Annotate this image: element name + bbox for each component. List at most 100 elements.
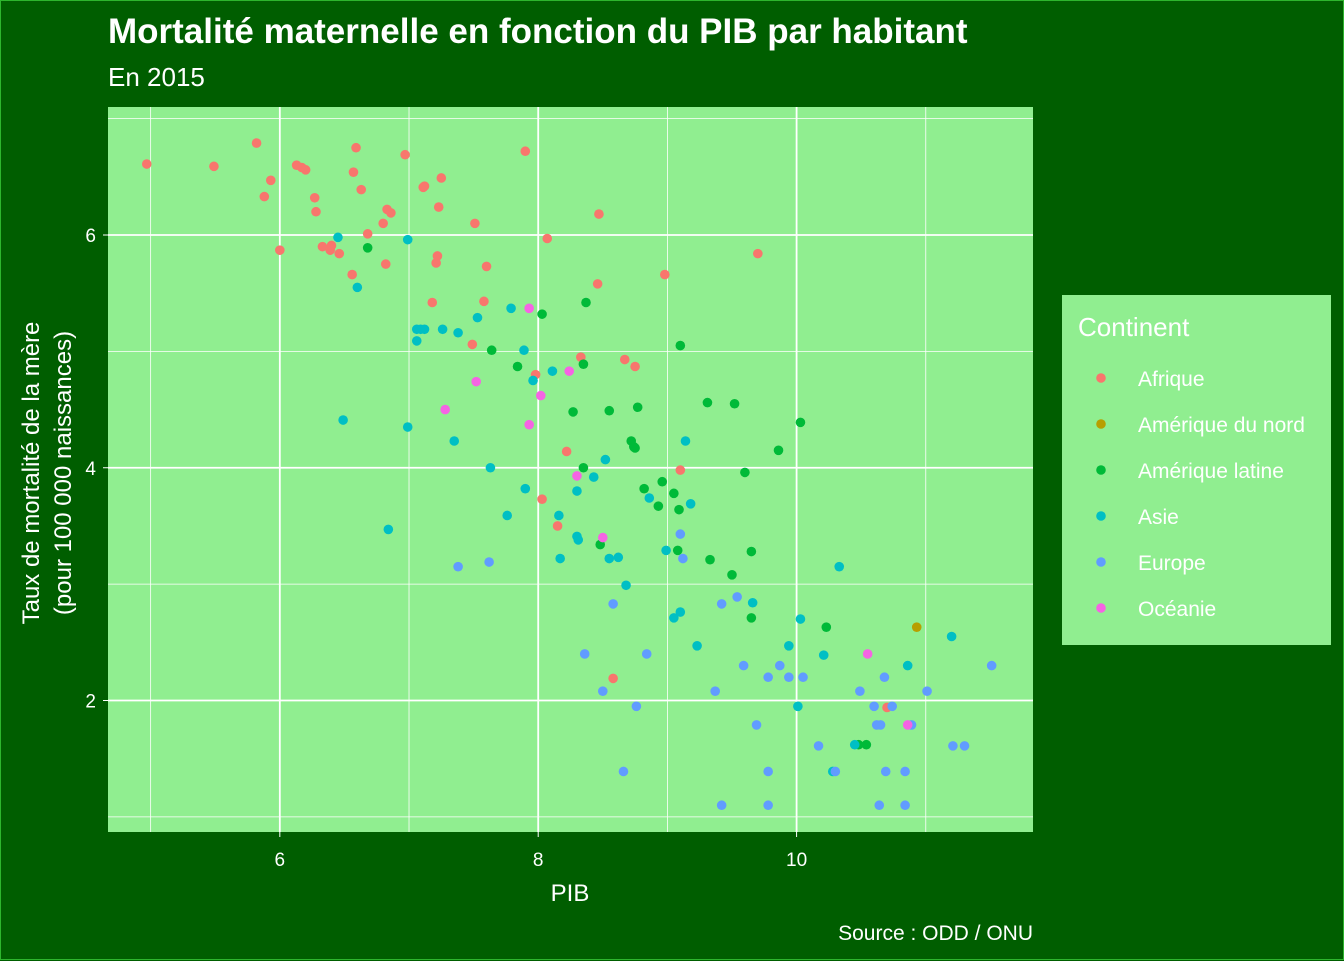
legend: Afrique Amérique du nord Amérique latine As… bbox=[1096, 368, 1305, 621]
point-asie bbox=[692, 641, 702, 651]
point-afrique bbox=[380, 259, 391, 269]
legend-label: Amérique du nord bbox=[1138, 414, 1305, 437]
point-afrique bbox=[630, 361, 640, 372]
point-afrique bbox=[141, 159, 152, 169]
point-amerique-latine bbox=[604, 405, 615, 416]
point-asie bbox=[453, 327, 463, 338]
legend-key bbox=[1096, 603, 1106, 613]
point-oceanie bbox=[471, 376, 481, 387]
point-asie bbox=[793, 701, 803, 712]
point-afrique bbox=[386, 208, 396, 218]
point-asie bbox=[613, 552, 624, 563]
point-afrique bbox=[334, 248, 345, 259]
point-europe bbox=[675, 529, 686, 539]
point-asie bbox=[547, 366, 558, 376]
point-asie bbox=[437, 324, 448, 335]
point-asie bbox=[383, 524, 394, 535]
point-europe bbox=[879, 672, 890, 683]
point-afrique bbox=[433, 202, 444, 212]
point-afrique bbox=[470, 218, 480, 229]
point-afrique bbox=[619, 354, 630, 365]
legend-label: Amérique latine bbox=[1138, 460, 1284, 483]
legend-key bbox=[1096, 465, 1106, 475]
point-amerique-latine bbox=[486, 345, 497, 356]
point-asie bbox=[519, 345, 529, 356]
y-tick-label: 2 bbox=[85, 691, 96, 712]
legend-title: Continent bbox=[1078, 312, 1190, 342]
point-afrique bbox=[594, 209, 604, 219]
point-europe bbox=[880, 766, 891, 777]
point-amerique-latine bbox=[581, 297, 591, 308]
point-afrique bbox=[419, 181, 430, 191]
legend-label: Europe bbox=[1138, 552, 1206, 575]
point-europe bbox=[453, 561, 463, 572]
point-amerique-latine bbox=[861, 739, 872, 750]
grid-lines bbox=[108, 107, 1033, 832]
x-tick-label: 10 bbox=[786, 850, 807, 871]
point-amerique-latine bbox=[537, 309, 547, 319]
point-afrique bbox=[265, 175, 276, 186]
point-oceanie bbox=[564, 366, 575, 376]
point-europe bbox=[710, 686, 720, 696]
point-afrique bbox=[378, 218, 388, 229]
point-asie bbox=[669, 613, 679, 623]
point-asie bbox=[946, 631, 957, 642]
point-asie bbox=[411, 336, 422, 346]
point-afrique bbox=[467, 339, 478, 350]
point-oceanie bbox=[524, 419, 534, 430]
point-amerique-latine bbox=[675, 340, 686, 351]
point-amerique-latine bbox=[669, 488, 679, 499]
point-europe bbox=[631, 701, 642, 712]
y-axis-title-line1: Taux de mortalité de la mère bbox=[18, 322, 45, 625]
point-europe bbox=[959, 741, 970, 751]
point-europe bbox=[887, 701, 897, 712]
point-europe bbox=[484, 557, 494, 567]
point-europe bbox=[874, 800, 885, 811]
point-europe bbox=[763, 672, 773, 683]
legend-label: Océanie bbox=[1138, 598, 1216, 621]
point-asie bbox=[572, 486, 582, 496]
point-oceanie bbox=[440, 404, 450, 415]
point-asie bbox=[600, 454, 611, 465]
point-amerique-latine bbox=[674, 504, 684, 515]
point-afrique bbox=[362, 229, 373, 239]
point-afrique bbox=[675, 465, 686, 475]
point-asie bbox=[520, 483, 531, 494]
point-europe bbox=[608, 599, 618, 609]
point-amerique-latine bbox=[795, 417, 806, 428]
point-asie bbox=[554, 510, 564, 521]
point-asie bbox=[588, 472, 599, 482]
point-europe bbox=[641, 649, 652, 659]
point-oceanie bbox=[902, 720, 913, 730]
point-asie bbox=[352, 282, 363, 293]
point-amerique-latine bbox=[705, 554, 715, 565]
point-afrique bbox=[520, 146, 531, 157]
point-amerique-latine bbox=[639, 483, 649, 494]
point-europe bbox=[738, 660, 749, 671]
point-europe bbox=[948, 741, 958, 751]
point-asie bbox=[419, 324, 430, 335]
point-afrique bbox=[311, 206, 321, 217]
point-amerique-latine bbox=[727, 570, 737, 580]
point-asie bbox=[747, 597, 758, 608]
point-afrique bbox=[479, 296, 489, 307]
point-amerique-latine bbox=[740, 467, 750, 478]
x-axis-title: PIB bbox=[551, 880, 590, 907]
point-afrique bbox=[753, 248, 763, 259]
point-amerique-latine bbox=[578, 359, 589, 369]
point-afrique bbox=[552, 521, 563, 531]
point-asie bbox=[506, 303, 516, 314]
point-europe bbox=[900, 766, 910, 777]
point-europe bbox=[716, 800, 727, 811]
point-europe bbox=[986, 660, 997, 671]
y-tick-label: 6 bbox=[85, 226, 96, 247]
point-afrique bbox=[351, 142, 361, 153]
point-amerique-du-nord bbox=[911, 622, 922, 632]
point-amerique-latine bbox=[821, 622, 832, 632]
point-oceanie bbox=[524, 303, 534, 314]
point-amerique-latine bbox=[729, 398, 740, 409]
point-afrique bbox=[608, 673, 618, 684]
point-europe bbox=[922, 686, 932, 696]
point-asie bbox=[449, 436, 460, 446]
point-asie bbox=[818, 650, 829, 660]
